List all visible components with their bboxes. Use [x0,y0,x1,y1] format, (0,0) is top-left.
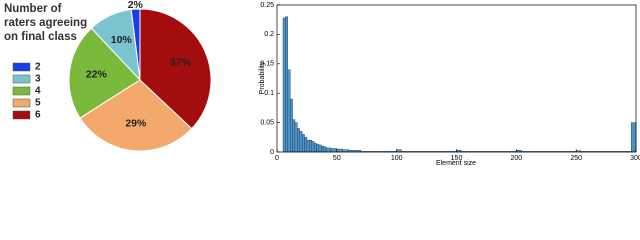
pie-value-label: 37% [170,56,192,68]
x-tick-label: 100 [391,155,403,162]
x-axis-label: Element size [436,160,476,167]
histogram-bar [321,145,324,153]
histogram-bar [325,147,332,153]
histogram-bar [304,137,308,153]
y-tick-label: 0.2 [264,31,274,38]
histogram-bar [342,149,350,153]
y-tick-label: 0.1 [264,90,274,97]
legend-label: 4 [35,86,41,97]
x-tick-label: 50 [333,155,341,162]
plot-frame [276,4,637,153]
x-tick-label: 300 [630,155,640,162]
histogram-bar [313,142,317,153]
histogram-bar [311,141,315,153]
legend-label: 6 [35,110,41,121]
y-tick-label: 0.25 [260,2,274,9]
pie-value-label: 29% [125,118,147,130]
legend-label: 3 [35,74,41,85]
histogram-bar [396,149,402,153]
histogram-bar [285,16,288,153]
histogram-bar [631,122,637,153]
legend-swatch [12,74,31,84]
legend-swatch [12,86,31,96]
histogram-bar [316,144,320,153]
pie-slice [68,27,141,119]
pie-value-label: 2% [128,0,144,11]
legend-label: 2 [35,62,41,73]
histogram-bar [294,122,298,153]
histogram-bar [292,119,296,153]
y-tick-label: 0.15 [260,61,274,68]
legend-swatch [12,62,31,72]
page: Probability Element size 2% 10% 22% 29% 37% 2… [4,0,640,167]
x-tick-label: 200 [510,155,522,162]
histogram-bar [336,148,344,153]
pie-value-label: 10% [111,34,133,46]
histogram-bar [306,140,310,153]
y-tick-label: 0 [270,149,274,156]
pie-value-label: 22% [86,68,108,80]
histogram-bar [323,146,327,153]
y-axis-label: Probability [259,61,266,94]
histogram-bar [282,17,286,153]
pie-title: Number of raters agreeing on final class [4,3,88,43]
x-tick-label: 250 [570,155,582,162]
histogram-bar [289,98,293,153]
legend-swatch [12,110,31,120]
charts: Probability Element size 2% 10% 22% 29% 37% 2… [12,0,640,167]
histogram-bar [299,131,303,153]
pie-slice [79,79,193,152]
histogram-bar [330,148,338,153]
y-tick-label: 0.05 [260,119,274,126]
x-tick-label: 0 [275,155,279,162]
histogram-bar [318,144,322,153]
pie-slice [139,8,212,130]
histogram-bar [297,128,300,153]
legend-swatch [12,98,31,108]
legend-label: 5 [35,98,41,109]
x-tick-label: 150 [451,155,463,162]
histogram-bar [287,69,291,153]
histogram-bar [309,140,312,153]
histogram-bar [301,134,305,153]
